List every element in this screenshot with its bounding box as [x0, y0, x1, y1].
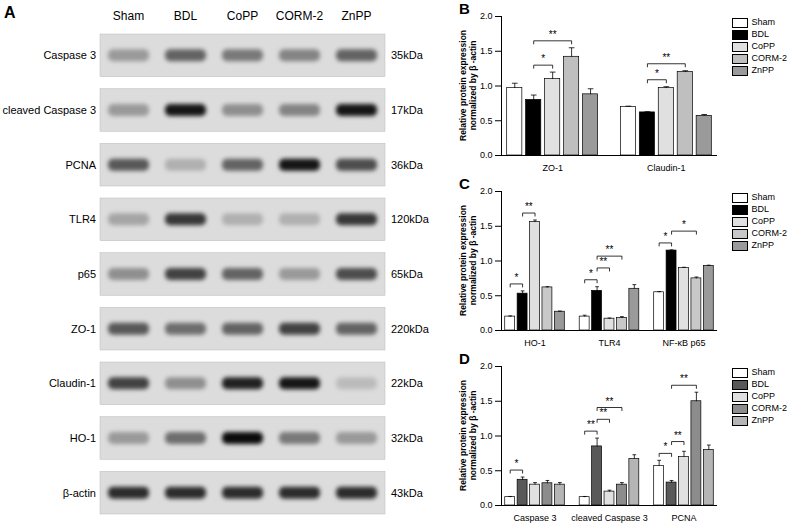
svg-text:1.0: 1.0: [480, 256, 493, 266]
html-text:BDL: BDL: [751, 204, 769, 214]
svg-text:1.0: 1.0: [480, 431, 493, 441]
svg-text:*: *: [514, 272, 518, 283]
svg-text:**: **: [662, 52, 670, 63]
svg-text:*: *: [655, 68, 659, 79]
html-text:Sham: Sham: [751, 192, 775, 202]
svg-text:BDL: BDL: [174, 9, 198, 23]
html-text:B: B: [459, 0, 470, 17]
svg-text:0.0: 0.0: [480, 325, 493, 335]
html-text:CORM-2: CORM-2: [751, 53, 787, 63]
svg-text:**: **: [606, 396, 614, 407]
svg-text:**: **: [680, 373, 688, 384]
html-text:ZnPP: ZnPP: [751, 240, 774, 250]
svg-text:65kDa: 65kDa: [391, 268, 424, 280]
svg-text:Claudin-1: Claudin-1: [647, 163, 686, 173]
svg-text:35kDa: 35kDa: [391, 49, 424, 61]
svg-text:*: *: [682, 219, 686, 230]
html-text:Sham: Sham: [751, 17, 775, 27]
svg-text:*: *: [663, 441, 667, 452]
svg-text:Caspase 3: Caspase 3: [43, 49, 96, 61]
svg-text:1.5: 1.5: [480, 46, 493, 56]
svg-text:Sham: Sham: [113, 9, 144, 23]
html-text:CoPP: CoPP: [751, 41, 775, 51]
svg-text:**: **: [606, 244, 614, 255]
svg-text:HO-1: HO-1: [70, 432, 96, 444]
svg-text:CORM-2: CORM-2: [276, 9, 324, 23]
svg-text:43kDa: 43kDa: [391, 487, 424, 499]
svg-text:*: *: [663, 231, 667, 242]
svg-text:cleaved Caspase 3: cleaved Caspase 3: [571, 513, 648, 523]
svg-text:ZnPP: ZnPP: [341, 9, 371, 23]
svg-text:NF-κB p65: NF-κB p65: [662, 338, 705, 348]
svg-text:Relative protein expressionnor: Relative protein expressionnormalized by…: [458, 205, 478, 316]
html-text:D: D: [459, 350, 470, 367]
svg-text:Claudin-1: Claudin-1: [49, 377, 96, 389]
svg-text:**: **: [674, 430, 682, 441]
svg-text:2.0: 2.0: [480, 361, 493, 371]
html-text:Sham: Sham: [751, 367, 775, 377]
svg-text:1.0: 1.0: [480, 81, 493, 91]
svg-text:0.0: 0.0: [480, 150, 493, 160]
svg-text:**: **: [549, 29, 557, 40]
svg-text:**: **: [599, 407, 607, 418]
html-text:ZnPP: ZnPP: [751, 415, 774, 425]
svg-text:TLR4: TLR4: [69, 213, 96, 225]
svg-text:ZO-1: ZO-1: [71, 323, 96, 335]
svg-text:cleaved Caspase 3: cleaved Caspase 3: [2, 104, 96, 116]
svg-text:Relative protein expressionnor: Relative protein expressionnormalized by…: [458, 380, 478, 491]
svg-text:Relative protein expressionnor: Relative protein expressionnormalized by…: [458, 30, 478, 141]
svg-text:2.0: 2.0: [480, 11, 493, 21]
svg-text:CoPP: CoPP: [227, 9, 258, 23]
svg-text:ZO-1: ZO-1: [542, 163, 563, 173]
svg-text:2.0: 2.0: [480, 186, 493, 196]
html-text:CORM-2: CORM-2: [751, 403, 787, 413]
svg-text:36kDa: 36kDa: [391, 159, 424, 171]
svg-text:32kDa: 32kDa: [391, 432, 424, 444]
svg-text:HO-1: HO-1: [524, 338, 546, 348]
svg-text:0.5: 0.5: [480, 291, 493, 301]
svg-text:220kDa: 220kDa: [391, 323, 430, 335]
svg-text:*: *: [514, 458, 518, 469]
svg-text:**: **: [599, 256, 607, 267]
svg-text:*: *: [589, 268, 593, 279]
html-text:ZnPP: ZnPP: [751, 65, 774, 75]
svg-text:TLR4: TLR4: [598, 338, 620, 348]
svg-text:22kDa: 22kDa: [391, 377, 424, 389]
svg-text:Caspase 3: Caspase 3: [514, 513, 557, 523]
html-text:BDL: BDL: [751, 29, 769, 39]
svg-text:17kDa: 17kDa: [391, 104, 424, 116]
html-text:CORM-2: CORM-2: [751, 228, 787, 238]
html-text:BDL: BDL: [751, 379, 769, 389]
svg-text:β-actin: β-actin: [63, 487, 96, 499]
html-text:CoPP: CoPP: [751, 391, 775, 401]
svg-text:1.5: 1.5: [480, 396, 493, 406]
svg-text:120kDa: 120kDa: [391, 213, 430, 225]
svg-text:p65: p65: [78, 268, 96, 280]
html-text:C: C: [459, 175, 470, 192]
svg-text:A: A: [4, 4, 16, 21]
html-text:CoPP: CoPP: [751, 216, 775, 226]
svg-text:**: **: [587, 419, 595, 430]
svg-text:0.5: 0.5: [480, 116, 493, 126]
svg-text:0.5: 0.5: [480, 466, 493, 476]
svg-text:*: *: [541, 53, 545, 64]
svg-text:PCNA: PCNA: [65, 159, 96, 171]
svg-text:PCNA: PCNA: [671, 513, 696, 523]
svg-text:0.0: 0.0: [480, 500, 493, 510]
svg-text:**: **: [525, 201, 533, 212]
svg-text:1.5: 1.5: [480, 221, 493, 231]
